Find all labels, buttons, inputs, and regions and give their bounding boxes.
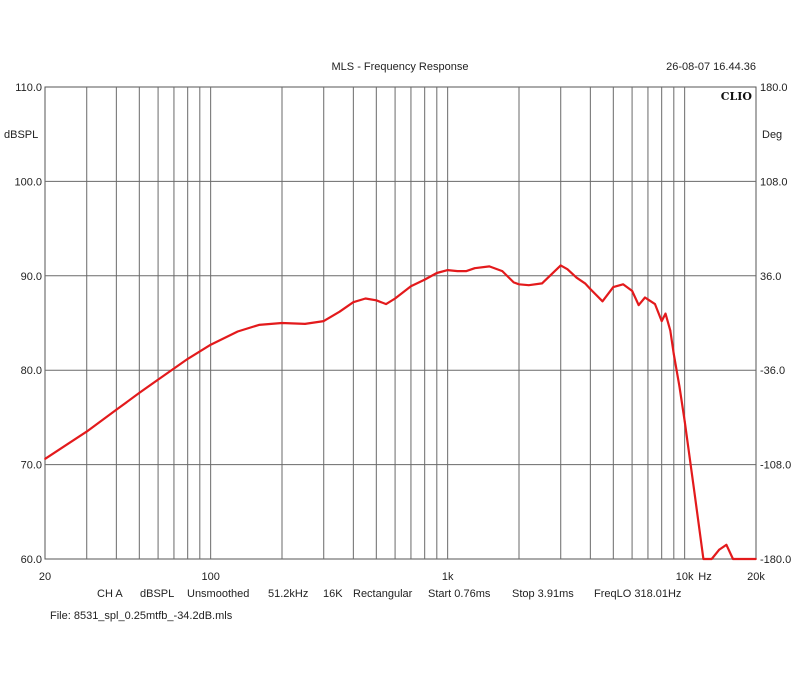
footer-stop: Stop 3.91ms — [512, 588, 574, 600]
y-tick-label: 100.0 — [14, 176, 42, 188]
data-point — [601, 300, 604, 303]
data-point — [501, 270, 504, 272]
y-tick-label: 80.0 — [21, 365, 42, 377]
data-point — [541, 282, 543, 285]
data-point — [637, 304, 640, 306]
data-point — [683, 420, 686, 423]
footer-smoothing: Unsmoothed — [187, 588, 250, 600]
data-point — [664, 312, 667, 315]
data-point — [660, 320, 663, 323]
plot-frame — [44, 86, 757, 560]
footer-unit: dBSPL — [140, 588, 175, 600]
data-point — [375, 299, 378, 302]
data-point — [672, 353, 675, 356]
x-unit-label: Hz — [698, 571, 711, 583]
data-point — [548, 274, 551, 277]
data-point — [644, 296, 646, 299]
y-tick-label: 60.0 — [21, 554, 42, 566]
data-point — [575, 276, 578, 279]
data-points — [44, 264, 757, 560]
x-tick-label: 1k — [442, 571, 454, 583]
data-point — [338, 310, 341, 313]
data-point — [725, 543, 728, 546]
y2-tick-label: -180.0 — [760, 554, 791, 566]
data-point — [236, 330, 239, 333]
data-point — [488, 265, 491, 268]
data-point — [410, 285, 412, 288]
footer-freqlo: FreqLO 318.01Hz — [594, 588, 682, 600]
data-point — [385, 303, 388, 306]
data-point — [631, 290, 633, 292]
data-point — [566, 268, 569, 271]
data-point — [678, 385, 681, 388]
clio-logo: CLIO — [721, 90, 753, 103]
footer-channel: CH A — [97, 588, 123, 600]
data-point — [527, 284, 530, 287]
data-point — [157, 378, 159, 381]
tick-labels: 20 100 1k 10k 20k 60.0 70.0 80.0 90.0 100.0 110.0 -… — [14, 82, 791, 583]
data-point — [456, 270, 459, 272]
timestamp: 26-08-07 16.44.36 — [666, 61, 756, 73]
data-point — [435, 272, 438, 274]
data-point — [364, 297, 367, 300]
data-point — [186, 357, 189, 360]
y-axis-label: dBSPL — [4, 129, 38, 141]
y2-tick-label: 180.0 — [760, 82, 788, 94]
data-point — [584, 282, 586, 285]
x-tick-label: 20 — [39, 571, 51, 583]
y2-tick-label: -108.0 — [760, 460, 791, 472]
y-tick-label: 110.0 — [15, 82, 42, 94]
y2-axis-label: Deg — [762, 129, 782, 141]
y2-tick-label: -36.0 — [760, 365, 785, 377]
data-point — [465, 270, 468, 272]
y-tick-label: 70.0 — [21, 460, 42, 472]
data-point — [710, 558, 713, 560]
data-point — [322, 320, 325, 323]
footer-start: Start 0.76ms — [428, 588, 491, 600]
data-point — [352, 301, 355, 304]
data-point — [473, 267, 476, 270]
data-point — [446, 269, 449, 272]
data-point — [589, 288, 592, 290]
data-point — [518, 283, 520, 286]
data-point — [612, 286, 615, 289]
data-point — [738, 558, 741, 560]
data-point — [258, 323, 260, 326]
footer-file: File: 8531_spl_0.25mtfb_-34.2dB.mls — [50, 610, 233, 622]
data-point — [702, 558, 705, 560]
x-tick-label: 20k — [747, 571, 765, 583]
x-tick-label: 10k — [676, 571, 694, 583]
footer-window: Rectangular — [353, 588, 413, 600]
data-point — [209, 343, 212, 346]
data-point — [304, 323, 306, 325]
data-point — [732, 558, 734, 560]
data-point — [718, 548, 721, 551]
footer-rate: 51.2kHz — [268, 588, 309, 600]
y2-tick-label: 36.0 — [760, 271, 781, 283]
data-point — [669, 329, 672, 332]
data-point — [138, 391, 141, 394]
chart-title: MLS - Frequency Response — [332, 61, 469, 73]
data-point — [423, 278, 426, 281]
data-point — [115, 408, 118, 411]
y2-tick-label: 108.0 — [760, 176, 788, 188]
data-point — [512, 281, 515, 284]
data-point — [647, 298, 649, 301]
data-point — [559, 264, 562, 267]
y-tick-label: 90.0 — [21, 271, 42, 283]
data-point — [281, 322, 283, 324]
data-point — [693, 492, 696, 494]
data-point — [654, 303, 656, 306]
data-point — [622, 283, 625, 286]
data-point — [44, 458, 46, 460]
grid-lines — [45, 87, 756, 559]
data-point — [755, 558, 757, 560]
footer-size: 16K — [323, 588, 343, 600]
data-point — [744, 558, 747, 560]
data-point — [85, 430, 88, 433]
x-tick-label: 100 — [201, 571, 219, 583]
data-point — [394, 297, 396, 300]
data-point — [67, 442, 69, 445]
